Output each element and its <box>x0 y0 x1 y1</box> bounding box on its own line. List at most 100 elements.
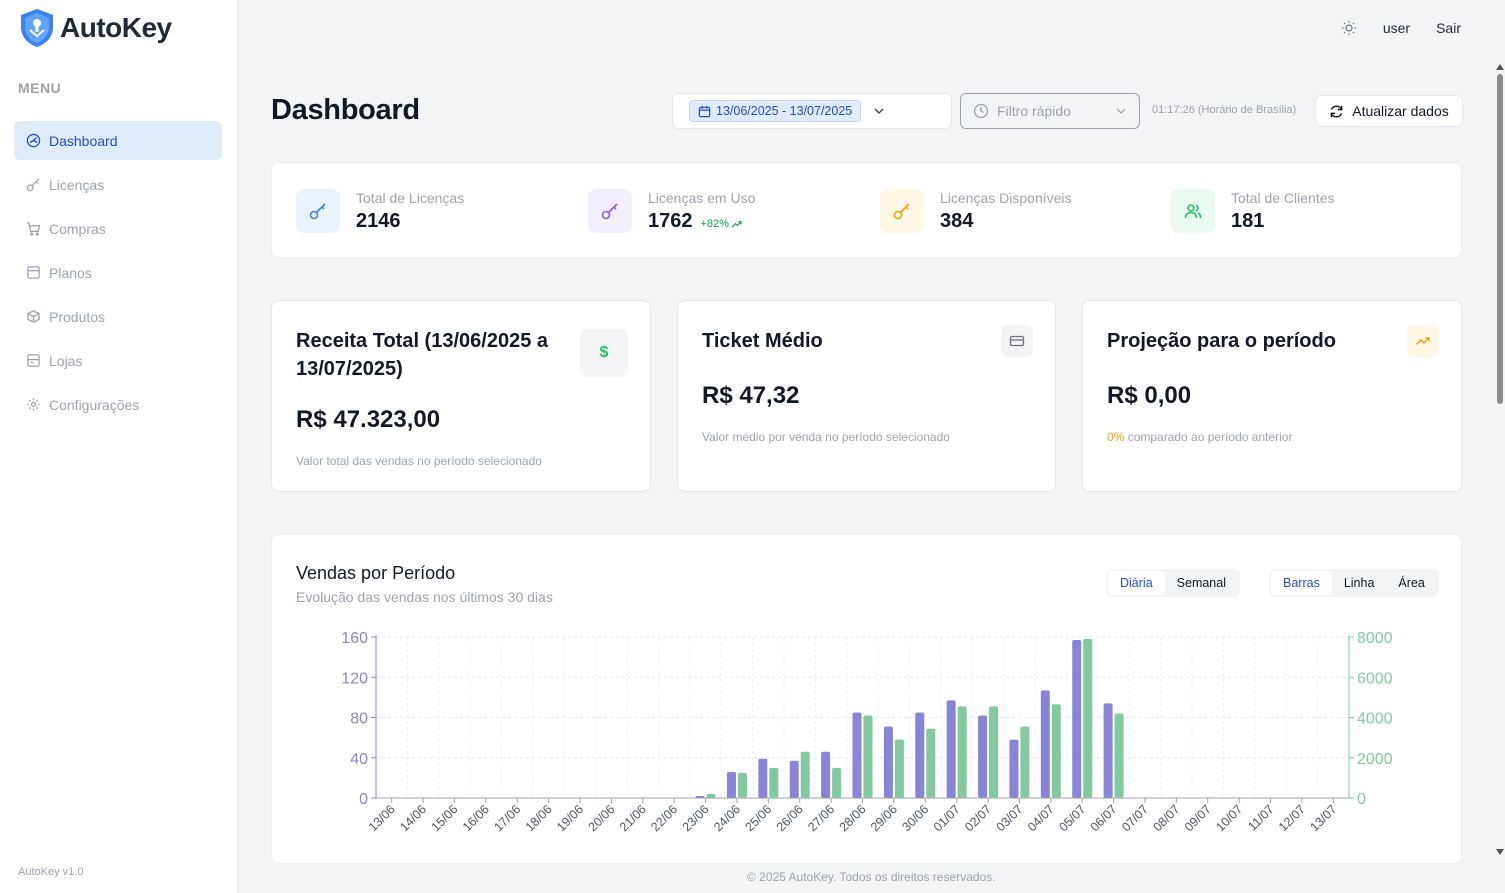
sidebar-item-planos[interactable]: Planos <box>14 253 222 292</box>
x-axis-tick-label: 05/07 <box>1056 802 1088 834</box>
revenue-card: Receita Total (13/06/2025 a 13/07/2025) … <box>271 300 651 492</box>
stat-icon-box <box>296 189 340 233</box>
x-axis-tick-label: 07/07 <box>1119 802 1151 834</box>
bar-sales-revenue <box>989 706 999 798</box>
card-icon <box>27 266 40 279</box>
stat-licencas-disponiveis: Licenças Disponíveis 384 <box>880 189 1072 233</box>
stat-total-licencas: Total de Licenças 2146 <box>296 189 464 233</box>
projection-desc: 0% comparado ao período anterior <box>1107 430 1293 444</box>
sidebar-item-licencas[interactable]: Licenças <box>14 165 222 204</box>
sidebar-item-label: Dashboard <box>49 132 118 149</box>
bar-sales-count <box>1009 739 1019 798</box>
users-icon <box>1184 204 1202 219</box>
x-axis-tick-label: 24/06 <box>711 802 743 834</box>
right-axis-tick-label: 4000 <box>1357 711 1393 728</box>
bar-sales-revenue <box>863 715 873 798</box>
sidebar-item-label: Configurações <box>49 396 140 413</box>
footer: © 2025 AutoKey. Todos os direitos reserv… <box>747 870 996 884</box>
scroll-thumb[interactable] <box>1497 74 1503 404</box>
bar-sales-count <box>915 712 925 798</box>
revenue-value: R$ 47.323,00 <box>296 406 441 433</box>
tab-linha[interactable]: Linha <box>1343 576 1375 590</box>
brand-name: AutoKey <box>60 12 172 43</box>
stats-summary: Total de Licenças 2146 Licenças em Uso 1… <box>271 162 1462 258</box>
chart-subtitle: Evolução das vendas nos últimos 30 dias <box>296 589 553 605</box>
trend-up-icon <box>1407 325 1439 357</box>
bar-sales-revenue <box>800 751 810 798</box>
projection-card: Projeção para o período R$ 0,00 0% compa… <box>1082 300 1462 492</box>
right-axis-tick-label: 8000 <box>1357 630 1393 647</box>
scroll-down-arrow[interactable] <box>1496 849 1504 855</box>
x-axis-tick-label: 22/06 <box>648 802 680 834</box>
key-icon <box>893 203 910 220</box>
bar-sales-revenue <box>1051 704 1061 798</box>
bar-sales-revenue <box>832 767 842 798</box>
sidebar-item-label: Produtos <box>49 308 106 325</box>
current-time: 01:17:26 (Horário de Brasília) <box>1152 104 1297 116</box>
x-axis-tick-label: 21/06 <box>617 802 649 834</box>
tab-semanal[interactable]: Semanal <box>1176 576 1226 590</box>
x-axis-tick-label: 29/06 <box>868 802 900 834</box>
sidebar-item-configuracoes[interactable]: Configurações <box>14 385 222 424</box>
x-axis-tick-label: 04/07 <box>1025 802 1057 834</box>
sidebar-item-compras[interactable]: Compras <box>14 209 222 248</box>
refresh-button[interactable]: Atualizar dados <box>1315 95 1463 127</box>
sun-icon[interactable] <box>1341 20 1357 36</box>
right-axis-tick-label: 0 <box>1357 791 1366 808</box>
stat-icon-box <box>588 189 632 233</box>
user-menu[interactable]: user <box>1382 20 1411 36</box>
bar-sales-revenue <box>926 728 936 798</box>
quick-filter-select[interactable]: Filtro rápido <box>960 93 1140 129</box>
logout-button[interactable]: Sair <box>1436 20 1461 36</box>
bar-sales-revenue <box>957 706 967 798</box>
tab-barras[interactable]: Barras <box>1271 571 1332 595</box>
stat-label: Total de Licenças <box>356 190 465 206</box>
right-axis-tick-label: 6000 <box>1357 670 1393 687</box>
left-axis-tick-label: 0 <box>359 791 368 808</box>
period-toggle: Diária Semanal <box>1106 569 1240 597</box>
bar-sales-count <box>1103 703 1113 798</box>
left-axis-tick-label: 160 <box>341 630 368 647</box>
projection-title: Projeção para o período <box>1107 330 1336 352</box>
stat-value: 181 <box>1231 210 1265 232</box>
x-axis-tick-label: 27/06 <box>805 802 837 834</box>
ticket-card: Ticket Médio R$ 47,32 Valor médio por ve… <box>677 300 1056 492</box>
stat-total-clientes: Total de Clientes 181 <box>1171 189 1335 233</box>
bar-sales-revenue <box>1114 713 1124 798</box>
sidebar-item-dashboard[interactable]: Dashboard <box>14 121 222 160</box>
revenue-desc: Valor total das vendas no período seleci… <box>296 454 542 468</box>
date-range-picker[interactable]: 13/06/2025 - 13/07/2025 <box>672 93 952 129</box>
brand-logo[interactable]: AutoKey <box>18 8 172 48</box>
x-axis-tick-label: 18/06 <box>523 802 555 834</box>
bar-sales-count <box>1040 690 1050 798</box>
x-axis-tick-label: 26/06 <box>774 802 806 834</box>
page-title: Dashboard <box>271 94 420 126</box>
stat-label: Licenças em Uso <box>648 190 756 206</box>
scroll-up-arrow[interactable] <box>1496 64 1504 70</box>
sidebar-item-label: Planos <box>49 264 92 281</box>
stat-label: Total de Clientes <box>1231 190 1335 206</box>
page-scrollbar[interactable] <box>1495 62 1505 857</box>
x-axis-tick-label: 02/07 <box>962 802 994 834</box>
tab-diaria[interactable]: Diária <box>1108 571 1165 595</box>
sidebar: AutoKey MENU Dashboard Licenças Compras … <box>0 0 238 893</box>
sidebar-item-label: Licenças <box>49 176 105 193</box>
date-range-chip: 13/06/2025 - 13/07/2025 <box>689 100 862 122</box>
stat-licencas-em-uso: Licenças em Uso 1762 +82% <box>588 189 755 233</box>
x-axis-tick-label: 14/06 <box>397 802 429 834</box>
tab-area[interactable]: Área <box>1398 576 1425 590</box>
clock-icon <box>973 103 989 119</box>
x-axis-tick-label: 06/07 <box>1088 802 1120 834</box>
package-icon <box>27 310 40 323</box>
sidebar-item-label: Lojas <box>49 352 83 369</box>
left-axis-tick-label: 40 <box>350 751 368 768</box>
topbar: user Sair <box>1341 20 1461 36</box>
bar-sales-count <box>1072 640 1082 798</box>
credit-card-icon <box>1001 325 1033 357</box>
sidebar-item-produtos[interactable]: Produtos <box>14 297 222 336</box>
bar-sales-revenue <box>769 767 779 798</box>
refresh-label: Atualizar dados <box>1352 103 1449 119</box>
sidebar-item-lojas[interactable]: Lojas <box>14 341 222 380</box>
x-axis-tick-label: 12/07 <box>1276 802 1308 834</box>
trend-up-icon <box>731 220 742 228</box>
